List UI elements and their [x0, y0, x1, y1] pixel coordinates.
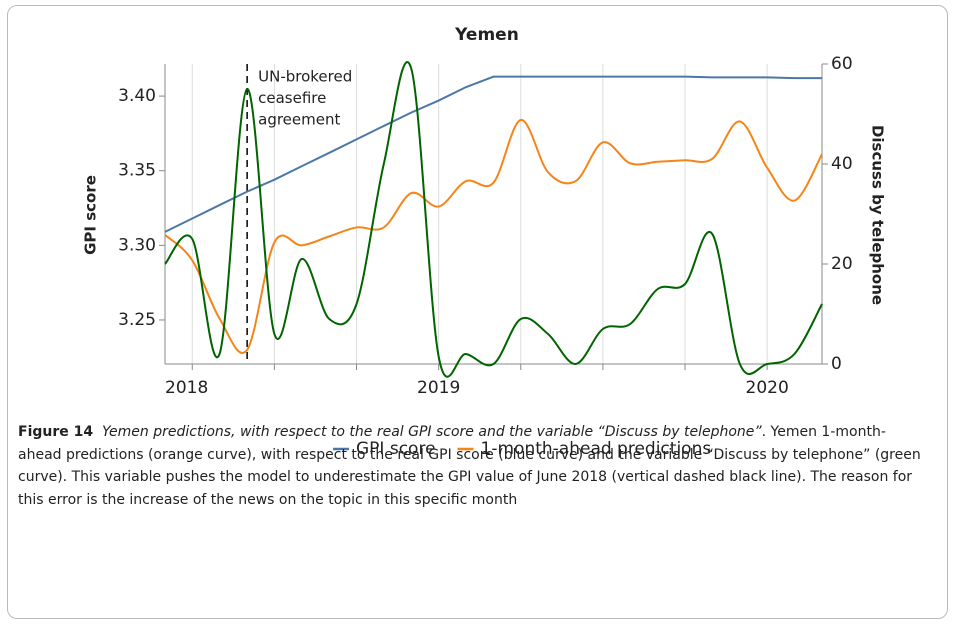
series-line: [164, 75, 822, 233]
annotation-text: ceasefire: [258, 89, 326, 107]
series-line: [164, 61, 823, 378]
legend-label: 1-month-ahead predictions: [481, 439, 712, 459]
figure-frame: [7, 5, 948, 619]
x-tick-label: 2019: [417, 378, 460, 398]
chart-title: Yemen: [454, 25, 519, 45]
caption-label: Figure 14: [18, 424, 94, 440]
annotation-text: agreement: [258, 111, 340, 129]
annotation-text: UN-brokered: [258, 68, 352, 86]
legend-label: GPI score: [356, 439, 436, 459]
y-tick-label: 3.35: [118, 161, 156, 181]
series-line: [164, 118, 823, 354]
y2-tick-label: 20: [831, 254, 853, 274]
x-tick-label: 2020: [746, 378, 789, 398]
y-tick-label: 3.25: [118, 310, 156, 330]
y-axis-label: GPI score: [82, 175, 100, 255]
y2-axis-label: Discuss by telephone: [869, 125, 887, 305]
x-tick-label: 2018: [165, 378, 208, 398]
y2-tick-label: 0: [831, 354, 842, 374]
caption: Figure 14 Yemen predictions, with respec…: [18, 421, 923, 511]
caption-title: Yemen predictions, with respect to the r…: [102, 424, 762, 440]
y-tick-label: 3.30: [118, 235, 156, 255]
y-tick-label: 3.40: [118, 86, 156, 106]
y2-tick-label: 40: [831, 154, 853, 174]
chart: Yemen GPI score Discuss by telephone 201…: [82, 25, 887, 459]
caption-text: . Yemen 1-month-ahead predictions (orang…: [18, 424, 921, 508]
y2-tick-label: 60: [831, 54, 853, 74]
